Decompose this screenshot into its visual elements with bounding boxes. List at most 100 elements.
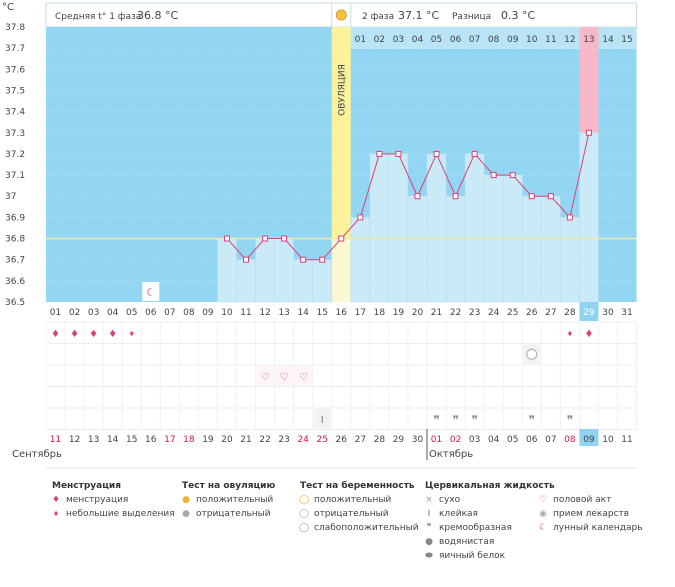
pregnancy-weak-icon xyxy=(526,348,538,360)
temperature-point xyxy=(433,150,440,157)
diff-value: 0.3 °C xyxy=(501,9,535,22)
ovulation-band xyxy=(331,27,351,239)
cycle-day-label: 12 xyxy=(259,308,270,318)
menstruation-drop-icon: ♦ xyxy=(70,329,79,340)
cycle-day-label: 06 xyxy=(145,308,157,318)
heart-icon: ♡ xyxy=(538,495,548,505)
sun-positive-icon: ● xyxy=(182,495,190,505)
calendar-date-label: 27 xyxy=(355,435,366,445)
spotting-drop-icon: ♦ xyxy=(129,330,135,338)
y-tick-label: 37.1 xyxy=(5,171,25,181)
temperature-point xyxy=(300,256,307,263)
menstruation-drop-icon: ♦ xyxy=(89,329,98,340)
menstruation-drop-icon: ♦ xyxy=(51,329,60,340)
legend-cervical-dry: × сухо xyxy=(423,495,460,505)
temperature-point xyxy=(414,193,421,200)
heart-icon: ♡ xyxy=(280,372,289,383)
creamy-icon: ❞ xyxy=(471,413,477,427)
phase2-label: 2 фаза xyxy=(362,12,394,22)
cycle-day-label: 14 xyxy=(297,308,309,318)
post-ovulation-day-label: 05 xyxy=(431,35,442,45)
ovulation-label: ОВУЛЯЦИЯ xyxy=(337,64,347,116)
pregnancy-weak-icon: ◯ xyxy=(298,523,310,533)
post-ovulation-day-label: 10 xyxy=(526,35,538,45)
post-ovulation-day-label: 13 xyxy=(583,35,594,45)
temperature-bar xyxy=(407,195,428,303)
drop-icon: ♦ xyxy=(51,495,61,505)
diff-label: Разница xyxy=(452,12,491,22)
calendar-date-label: 11 xyxy=(50,435,61,445)
legend-cervical-title: Цервикальная жидкость xyxy=(425,481,555,491)
legend-menstruation-title: Менструация xyxy=(52,481,121,491)
calendar-date-label: 21 xyxy=(240,435,251,445)
today-date-cell xyxy=(579,429,599,446)
calendar-date-label: 28 xyxy=(374,435,386,445)
post-ovulation-day-label: 08 xyxy=(488,35,500,45)
creamy-icon: ❞ xyxy=(433,413,439,427)
sticky-icon: I xyxy=(321,415,324,426)
temperature-point xyxy=(243,256,250,263)
legend-cervical-watery: ● водянистая xyxy=(423,537,494,547)
pregnancy-negative-icon: ◯ xyxy=(298,509,310,519)
creamy-icon: ❞ xyxy=(452,413,458,427)
cycle-day-label: 02 xyxy=(69,308,80,318)
post-ovulation-day-label: 06 xyxy=(450,35,462,45)
y-tick-label: 36.8 xyxy=(5,235,25,245)
post-ovulation-header xyxy=(350,27,637,49)
temperature-bar xyxy=(521,195,542,303)
calendar-date-label: 13 xyxy=(88,435,99,445)
lunar-cell xyxy=(142,282,160,301)
heart-icon: ♡ xyxy=(261,372,270,383)
cycle-day-label: 23 xyxy=(469,308,480,318)
creamy-icon: ❞ xyxy=(426,523,432,533)
legend-pregtest-positive: ◯ положительный xyxy=(298,495,392,505)
cycle-day-label: 03 xyxy=(88,308,99,318)
calendar-date-label: 07 xyxy=(545,435,556,445)
cervical-cell xyxy=(313,409,331,429)
legend-spotting: ♦ небольшие выделения xyxy=(50,509,175,519)
calendar-date-label: 25 xyxy=(316,435,327,445)
calendar-date-label: 29 xyxy=(393,435,405,445)
post-ovulation-day-label: 07 xyxy=(469,35,480,45)
cycle-day-label: 15 xyxy=(316,308,327,318)
cycle-day-label: 11 xyxy=(240,308,251,318)
temperature-point xyxy=(357,214,364,221)
temperature-point xyxy=(452,193,459,200)
y-tick-label: 37 xyxy=(5,192,16,202)
temperature-point xyxy=(376,150,383,157)
calendar-date-label: 03 xyxy=(469,435,480,445)
post-ovulation-day-label: 12 xyxy=(564,35,575,45)
y-axis-unit: °C xyxy=(2,2,14,13)
calendar-date-label: 08 xyxy=(564,435,576,445)
y-tick-label: 37.4 xyxy=(5,108,25,118)
phase1-value: 36.8 °C xyxy=(137,9,178,22)
pregnancy-positive-icon: ◯ xyxy=(298,495,310,505)
post-ovulation-day-label: 03 xyxy=(393,35,404,45)
small-drop-icon: ♦ xyxy=(52,510,60,518)
calendar-date-label: 18 xyxy=(183,435,195,445)
legend-intercourse: ♡ половой акт xyxy=(538,495,612,505)
temperature-point xyxy=(509,172,516,179)
cycle-day-label: 20 xyxy=(412,308,424,318)
cycle-day-label: 24 xyxy=(488,308,500,318)
calendar-date-label: 05 xyxy=(507,435,518,445)
y-tick-label: 37.5 xyxy=(5,86,25,96)
temperature-point xyxy=(281,235,288,242)
y-tick-label: 37.8 xyxy=(5,23,25,33)
temperature-point xyxy=(395,150,402,157)
temperature-bar xyxy=(293,259,313,303)
legend-lunar: ☾ лунный календарь xyxy=(538,523,643,533)
phase1-label: Средняя t° 1 фаза xyxy=(55,12,141,22)
temperature-bar xyxy=(540,195,561,303)
highlight-day-cell xyxy=(579,302,599,321)
legend-pregtest-weak: ◯ слабоположительный xyxy=(298,523,419,533)
cycle-day-label: 07 xyxy=(164,308,175,318)
legend-ovtest-positive: ● положительный xyxy=(180,495,273,505)
y-tick-label: 36.9 xyxy=(5,213,25,223)
post-ovulation-day-label: 09 xyxy=(507,35,519,45)
calendar-date-label: 17 xyxy=(164,435,175,445)
temperature-line xyxy=(226,132,590,261)
legend-ovtest-title: Тест на овуляцию xyxy=(182,481,276,491)
spotting-drop-icon: ♦ xyxy=(567,330,573,338)
